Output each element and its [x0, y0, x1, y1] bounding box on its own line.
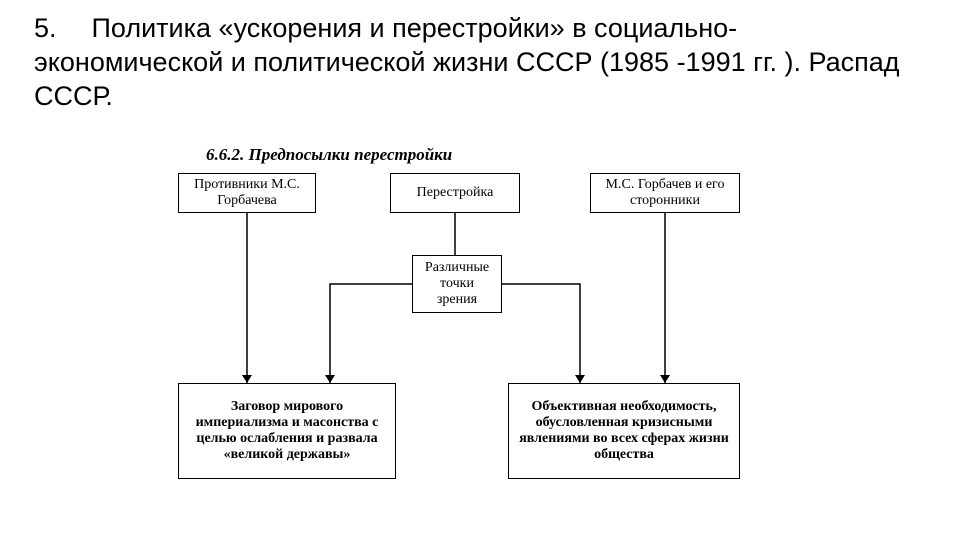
title-text: Политика «ускорения и перестройки» в соц…	[34, 13, 900, 111]
title-number: 5.	[34, 12, 84, 46]
box-supporters: М.С. Горбачев и его сторонники	[590, 173, 740, 213]
box-views: Различные точки зрения	[412, 255, 502, 313]
box-necessity: Объективная необходимость, обусловленная…	[508, 383, 740, 479]
page-title: 5. Политика «ускорения и перестройки» в …	[34, 12, 926, 113]
box-opponents: Противники М.С. Горбачева	[178, 173, 316, 213]
box-perestroika: Перестройка	[390, 173, 520, 213]
diagram-subtitle: 6.6.2. Предпосылки перестройки	[206, 145, 452, 165]
box-conspiracy: Заговор мирового империализма и масонств…	[178, 383, 396, 479]
